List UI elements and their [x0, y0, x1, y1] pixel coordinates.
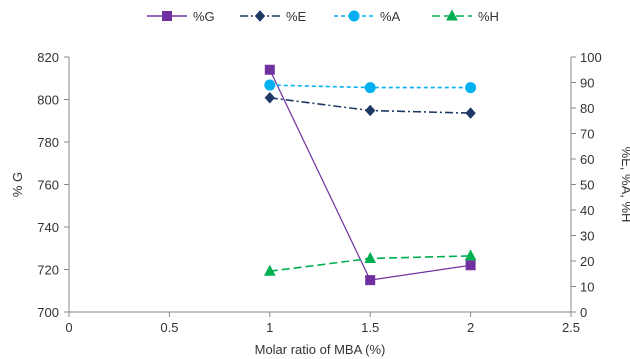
legend-label: %H: [478, 9, 499, 24]
y-left-axis-title: % G: [10, 172, 25, 197]
y-right-tick-label: 90: [580, 76, 594, 91]
legend-item: %G: [147, 9, 215, 24]
y-right-tick-label: 30: [580, 229, 594, 244]
x-axis-title: Molar ratio of MBA (%): [255, 342, 386, 357]
y-left-tick-label: 700: [37, 305, 59, 320]
x-tick-label: 2.5: [562, 320, 580, 335]
data-point: [465, 82, 477, 94]
y-right-tick-label: 0: [580, 305, 587, 320]
series-2: [264, 79, 477, 94]
legend-marker: [162, 11, 172, 21]
y-right-tick-label: 50: [580, 178, 594, 193]
y-left-tick-label: 720: [37, 263, 59, 278]
legend-label: %G: [193, 9, 215, 24]
data-point: [264, 79, 276, 91]
legend-marker: [254, 10, 266, 22]
axes: [68, 57, 572, 313]
legend-item: %H: [432, 9, 499, 24]
legend-item: %A: [334, 9, 401, 24]
data-point: [465, 107, 476, 119]
x-tick-label: 1.5: [361, 320, 379, 335]
legend-label: %E: [286, 9, 307, 24]
data-point: [365, 104, 376, 117]
y-left-tick-label: 760: [37, 178, 59, 193]
x-tick-label: 2: [467, 320, 474, 335]
data-point: [464, 249, 477, 261]
x-tick-label: 0: [65, 320, 72, 335]
data-point: [263, 264, 276, 276]
legend-marker: [348, 10, 360, 22]
data-point: [465, 260, 476, 271]
ticks: 0 0.5 1 1.5 2 2.5 700 720 740 760 780 800 820 0 10 20 30…: [37, 50, 601, 335]
data-point: [365, 275, 376, 286]
series-3: [263, 249, 477, 276]
y-right-tick-label: 70: [580, 127, 594, 142]
data-point: [364, 82, 376, 94]
y-right-tick-label: 20: [580, 254, 594, 269]
legend-label: %A: [380, 9, 401, 24]
series: [263, 64, 477, 286]
series-0: [264, 64, 476, 286]
y-right-tick-label: 40: [580, 203, 594, 218]
y-right-tick-label: 100: [580, 50, 602, 65]
data-point: [264, 64, 275, 75]
x-tick-label: 0.5: [160, 320, 178, 335]
data-point: [364, 251, 377, 263]
legend: %G %E %A %H: [147, 9, 499, 24]
y-left-tick-label: 800: [37, 93, 59, 108]
legend-item: %E: [240, 9, 307, 24]
y-left-tick-label: 740: [37, 220, 59, 235]
y-right-axis-title: %E, %A, %H: [619, 147, 630, 223]
series-1: [264, 92, 476, 119]
series-line: [269, 69, 471, 281]
x-tick-label: 1: [266, 320, 273, 335]
y-left-tick-label: 820: [37, 50, 59, 65]
y-right-tick-label: 60: [580, 152, 594, 167]
y-right-tick-label: 10: [580, 280, 594, 295]
y-right-tick-label: 80: [580, 101, 594, 116]
y-left-tick-label: 780: [37, 135, 59, 150]
data-point: [264, 92, 275, 104]
legend-marker: [446, 9, 458, 21]
